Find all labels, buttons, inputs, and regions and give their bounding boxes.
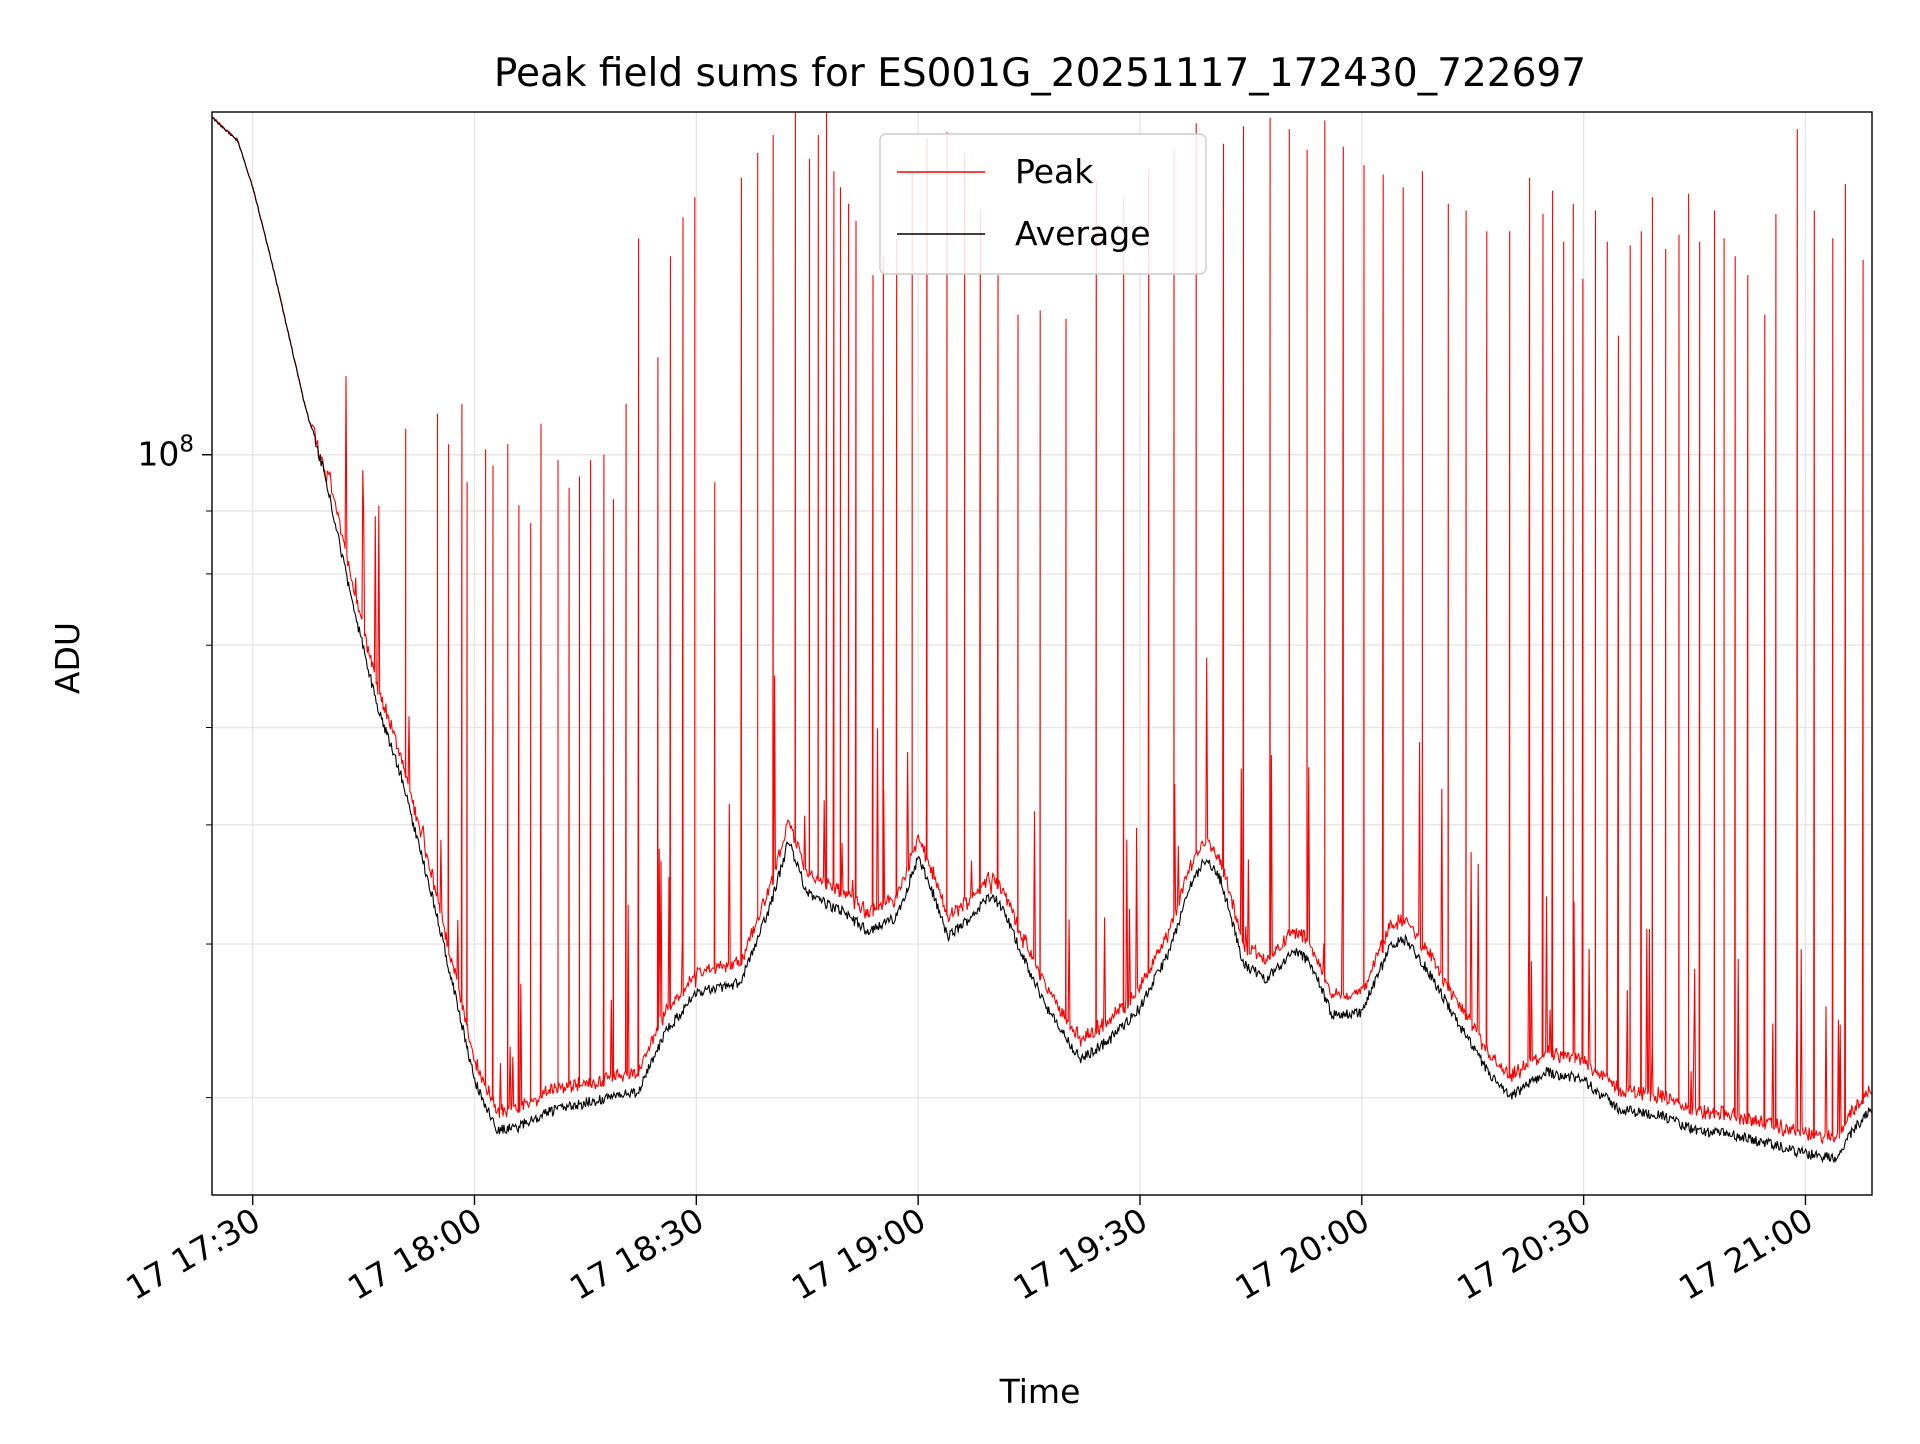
legend: Peak Average [879,133,1207,275]
x-axis-label: Time [999,1372,1081,1411]
legend-average-label: Average [1015,214,1151,253]
average-series-line [212,116,1872,1164]
plot-series [212,112,1872,1164]
legend-box [879,133,1207,275]
peak-series-line [212,112,1872,1145]
chart-title: Peak field sums for ES001G_20251117_1724… [494,51,1586,96]
legend-peak-label: Peak [1015,152,1094,191]
y-axis-ticks: 108 [137,432,212,1099]
plot-area-frame [211,111,1873,1196]
y-tick-label: 108 [137,432,194,474]
y-axis-label: ADU [48,622,87,694]
